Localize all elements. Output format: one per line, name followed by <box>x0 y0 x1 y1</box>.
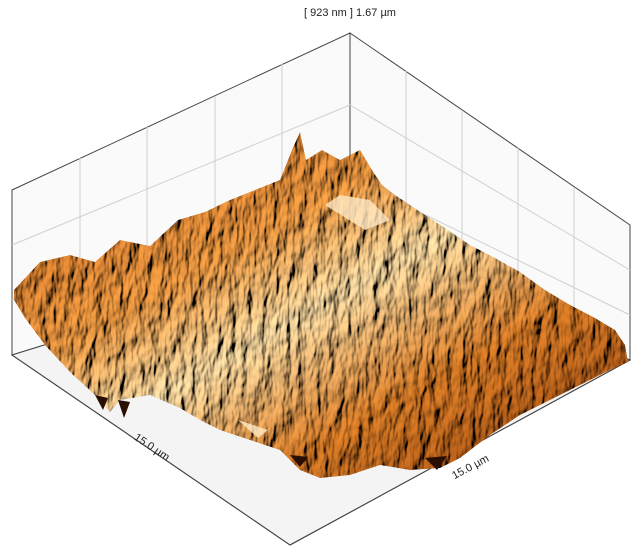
height-range-label: [ 923 nm ] 1.67 µm <box>304 7 396 19</box>
afm-3d-view: [ 923 nm ] 1.67 µm 15.0 µm 15.0 µm <box>0 0 634 549</box>
page: [ 923 nm ] 1.67 µm 15.0 µm 15.0 µm (() =… <box>0 0 634 549</box>
